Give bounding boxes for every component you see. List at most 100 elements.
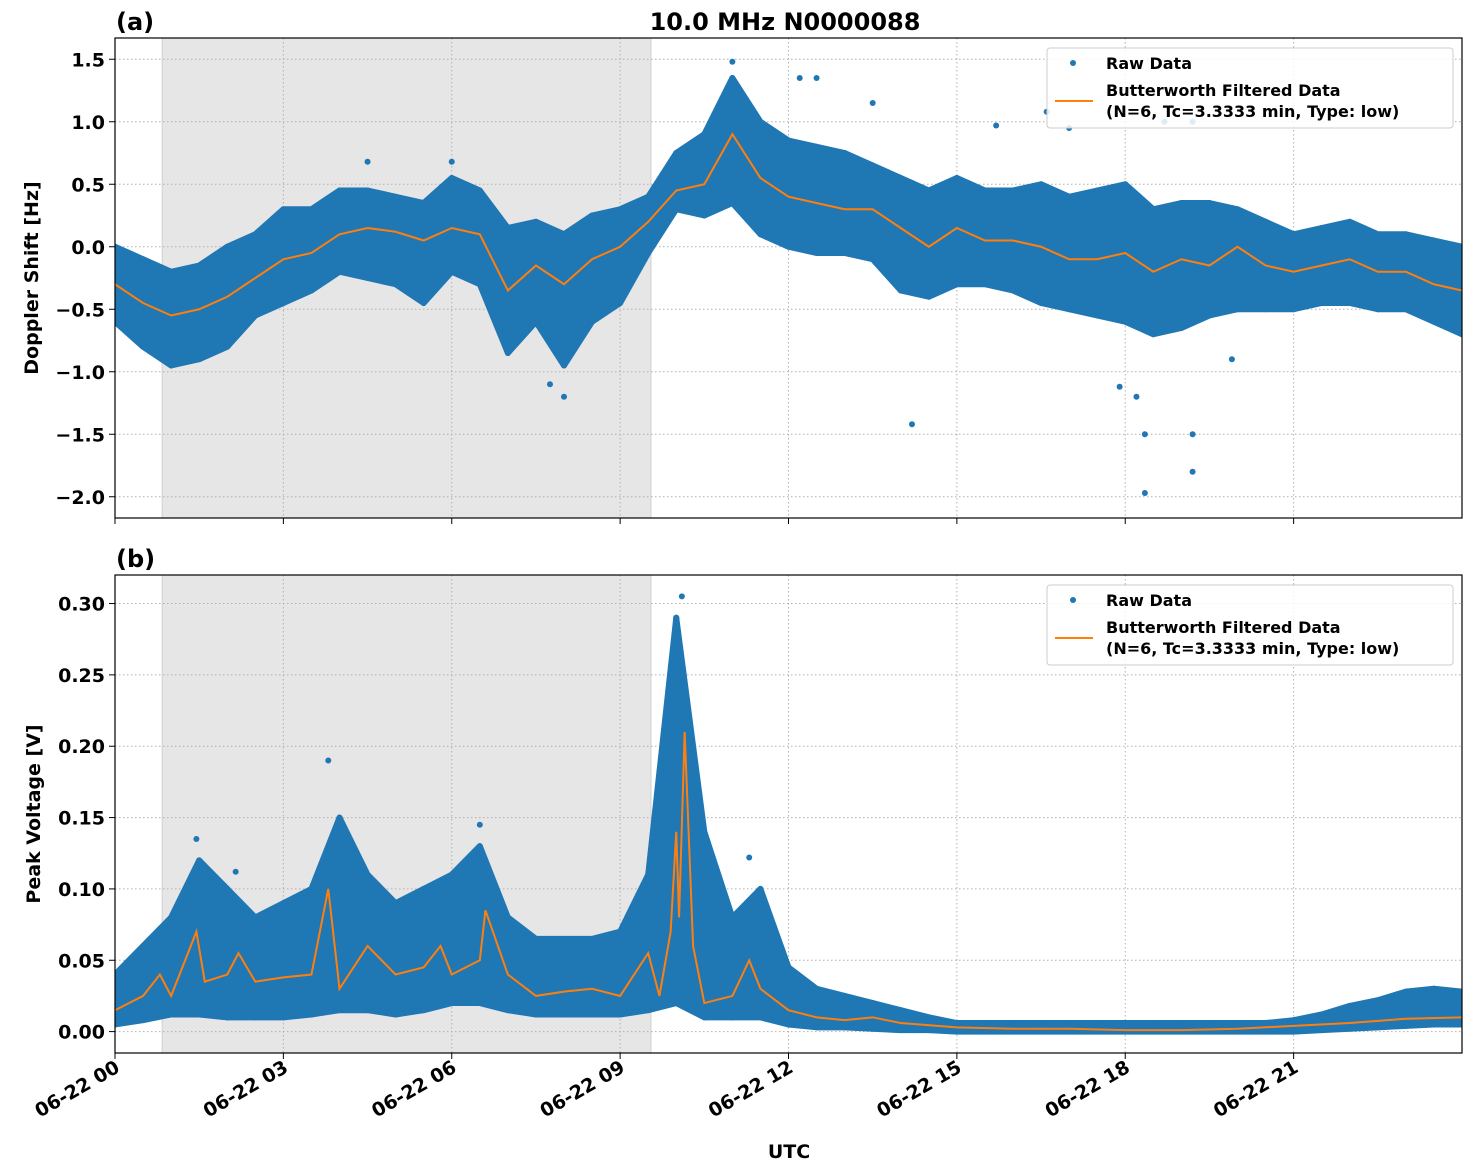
raw-data-point <box>336 268 343 275</box>
raw-data-point <box>115 318 118 325</box>
x-tick-label: 06-22 06 <box>368 1056 460 1122</box>
raw-data-point <box>841 992 848 999</box>
raw-data-point <box>1010 287 1016 294</box>
axes-frame <box>114 574 1463 1054</box>
raw-data-point <box>308 206 315 213</box>
raw-data-outlier <box>869 100 876 106</box>
raw-data-point <box>589 1011 596 1018</box>
raw-data-outlier <box>1189 468 1196 475</box>
raw-data-point <box>925 1014 932 1021</box>
y-tick-label: 0.30 <box>58 594 105 616</box>
raw-data-point <box>841 1024 848 1031</box>
y-tick-label: −1.5 <box>55 424 105 446</box>
raw-data-point <box>1262 218 1269 225</box>
raw-data-point <box>448 175 455 181</box>
raw-data-point <box>701 828 708 835</box>
legend-raw-label: Raw Data <box>1106 54 1192 73</box>
raw-data-point <box>364 1007 371 1014</box>
raw-data-outlier <box>908 421 915 428</box>
x-tick-label: 06-22 21 <box>1210 1056 1302 1122</box>
raw-data-point <box>1234 206 1241 213</box>
raw-data-point <box>1206 312 1213 319</box>
raw-data-point <box>729 75 736 81</box>
raw-data-point <box>561 231 567 238</box>
raw-data-outlier <box>746 854 753 861</box>
raw-data-point <box>224 885 231 892</box>
raw-data-envelope <box>115 614 1462 1035</box>
raw-data-point <box>336 187 343 194</box>
raw-data-point <box>645 250 652 256</box>
raw-data-point <box>1459 331 1462 338</box>
raw-data-point <box>364 275 371 281</box>
y-tick-label: 0.00 <box>58 1022 105 1044</box>
raw-data-point <box>1290 1017 1297 1024</box>
raw-data-point <box>953 175 960 181</box>
raw-data-outlier <box>561 393 567 400</box>
raw-data-point <box>673 206 680 213</box>
legend-box <box>1046 584 1454 666</box>
raw-data-outlier <box>364 158 371 165</box>
x-tick-label: 06-22 18 <box>1041 1056 1133 1122</box>
raw-data-point <box>1318 1011 1325 1018</box>
raw-data-point <box>1374 997 1381 1004</box>
raw-data-point <box>420 200 427 206</box>
raw-data-point <box>476 281 483 288</box>
y-tick-label: −1.0 <box>55 362 105 384</box>
legend-filtered-label: Butterworth Filtered Data <box>1106 618 1341 637</box>
filtered-data-line <box>115 731 1462 1032</box>
raw-data-point <box>561 935 567 942</box>
y-tick-label: 0.05 <box>58 950 105 972</box>
plot-area <box>115 593 1462 1035</box>
legend-filtered-label: Butterworth Filtered Data <box>1106 81 1341 100</box>
raw-data-point <box>168 362 175 369</box>
raw-data-point <box>504 350 511 356</box>
raw-data-point <box>504 1007 511 1014</box>
raw-data-point <box>115 971 118 978</box>
raw-data-point <box>1150 1020 1157 1027</box>
filtered-data-line <box>115 132 1462 317</box>
raw-data-point <box>1234 1020 1241 1027</box>
raw-data-point <box>701 131 708 138</box>
raw-data-point <box>757 118 764 125</box>
raw-data-point <box>196 1011 203 1018</box>
raw-data-point <box>813 985 820 992</box>
raw-data-point <box>645 193 652 200</box>
raw-data-point <box>336 1007 343 1014</box>
raw-data-point <box>1402 231 1409 238</box>
raw-data-point <box>645 871 652 878</box>
figure-title: 10.0 MHz N0000088 <box>650 8 921 36</box>
raw-data-point <box>1234 1028 1241 1035</box>
raw-data-point <box>1234 306 1241 313</box>
x-tick-label: 06-22 12 <box>705 1056 797 1122</box>
raw-data-point <box>1010 1020 1016 1027</box>
raw-data-point <box>280 900 287 907</box>
raw-data-point <box>392 900 399 907</box>
raw-data-point <box>532 218 539 225</box>
raw-data-outlier <box>993 122 1000 129</box>
raw-data-point <box>420 1007 427 1014</box>
raw-data-point <box>645 1007 652 1014</box>
raw-data-point <box>561 1011 567 1018</box>
raw-data-point <box>448 1000 455 1007</box>
raw-data-point <box>981 281 988 288</box>
raw-data-outlier <box>670 728 677 735</box>
raw-data-point <box>1318 225 1325 231</box>
raw-data-outlier <box>325 757 332 764</box>
raw-data-outlier <box>448 158 455 165</box>
raw-data-point <box>869 162 876 169</box>
raw-data-point <box>925 187 932 194</box>
x-tick-label: 06-22 09 <box>536 1056 628 1122</box>
raw-data-point <box>897 1027 904 1034</box>
raw-data-point <box>1459 243 1462 250</box>
raw-data-point <box>925 293 932 300</box>
raw-data-point <box>1206 200 1213 206</box>
raw-data-point <box>1010 187 1016 194</box>
raw-data-point <box>869 1000 876 1007</box>
raw-data-point <box>813 250 820 256</box>
raw-data-point <box>364 871 371 878</box>
x-tick-label: 06-22 15 <box>873 1056 965 1122</box>
raw-data-point <box>785 243 792 250</box>
raw-data-point <box>504 225 511 231</box>
raw-data-point <box>115 243 118 250</box>
raw-data-point <box>841 250 848 256</box>
